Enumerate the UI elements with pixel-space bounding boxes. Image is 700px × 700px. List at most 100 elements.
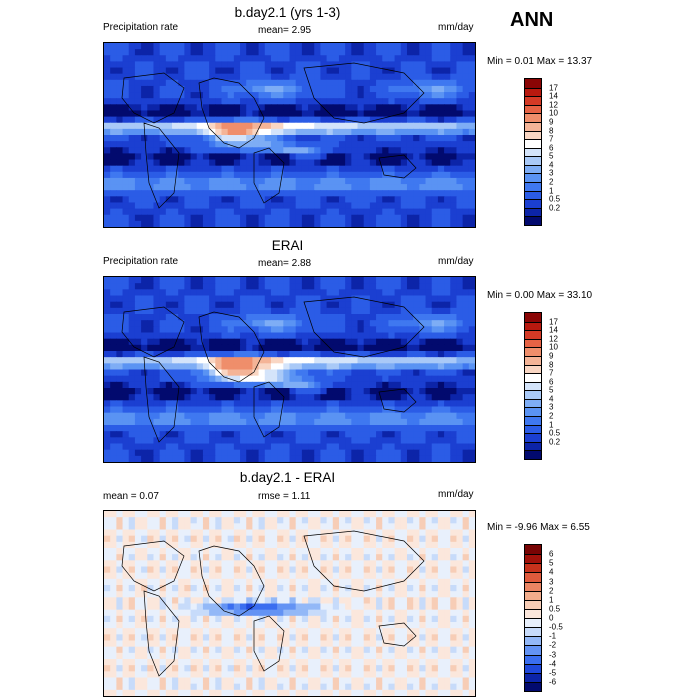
map3-cell (332, 591, 340, 598)
map3-cell (134, 628, 142, 635)
map2-cell (153, 412, 161, 420)
map3-cell (134, 609, 142, 617)
map3-cell (400, 560, 408, 568)
map3-cell (369, 523, 377, 531)
map2-cell (104, 394, 111, 401)
map1-cell (450, 55, 458, 62)
map3-cell (128, 529, 136, 537)
map2-cell (376, 388, 383, 395)
map2-cell (382, 344, 390, 352)
map3-cell (270, 634, 278, 642)
map2-cell (295, 369, 303, 377)
map1-cell (357, 141, 365, 148)
map1-cell (295, 135, 303, 142)
map1-cell (351, 55, 359, 62)
map1-cell (345, 135, 352, 142)
map2-cell (252, 449, 260, 457)
map3-cell (122, 541, 130, 549)
map1-cell (351, 116, 359, 124)
map2-cell (419, 437, 427, 445)
map1-cell (246, 92, 253, 99)
map1-cell (283, 159, 291, 167)
map3-cell (369, 529, 377, 537)
map1-cell (104, 214, 111, 222)
map3-cell (456, 591, 464, 598)
map2-cell (153, 277, 161, 284)
map1-cell (450, 202, 458, 210)
panel-2-units: mm/day (438, 256, 474, 267)
map1-cell (184, 116, 192, 124)
map3-cell (406, 554, 414, 561)
map2-cell (437, 307, 445, 315)
panel-2-colorbar-swatch (525, 364, 541, 374)
map3-cell (345, 578, 352, 586)
map1-cell (233, 220, 241, 227)
map1-cell (376, 208, 383, 216)
map3-cell (104, 578, 111, 586)
map1-cell (425, 214, 433, 222)
map3-cell (283, 640, 291, 648)
map3-cell (277, 622, 284, 629)
map2-cell (196, 418, 204, 426)
map1-cell (165, 208, 173, 216)
map3-cell (376, 615, 383, 623)
map3-cell (357, 578, 365, 586)
map1-cell (172, 122, 179, 130)
map1-cell (462, 159, 470, 167)
map3-cell (338, 517, 346, 524)
map3-cell (104, 535, 111, 543)
map2-cell (128, 277, 136, 284)
map2-cell (246, 338, 253, 346)
map1-cell (308, 202, 315, 210)
map1-cell (363, 147, 371, 154)
map1-cell (215, 67, 223, 75)
map3-cell (153, 591, 161, 598)
map3-cell (308, 585, 315, 592)
map1-cell (388, 220, 396, 227)
map2-cell (444, 357, 451, 364)
map2-cell (128, 406, 136, 414)
map2-cell (141, 301, 148, 309)
map1-cell (141, 98, 148, 105)
map1-cell (153, 147, 161, 154)
map3-cell (147, 578, 155, 586)
map3-cell (351, 578, 359, 586)
map3-cell (437, 560, 445, 568)
map2-cell (301, 449, 309, 457)
map2-cell (184, 375, 192, 383)
map2-cell (326, 351, 334, 358)
map3-cell (172, 622, 179, 629)
map2-cell (165, 283, 173, 290)
map1-cell (363, 73, 371, 81)
map1-cell (270, 55, 278, 62)
map2-cell (221, 344, 229, 352)
map2-cell (165, 301, 173, 309)
map2-cell (258, 388, 266, 395)
map3-cell (425, 634, 433, 642)
map1-cell (122, 202, 130, 210)
map3-cell (382, 517, 390, 524)
map2-cell (240, 406, 247, 414)
map1-cell (141, 110, 148, 118)
map1-cell (252, 184, 260, 191)
map2-cell (122, 388, 130, 395)
map1-cell (400, 220, 408, 227)
map2-cell (190, 314, 198, 321)
map2-cell (215, 295, 223, 303)
map3-cell (246, 529, 253, 537)
map2-cell (450, 400, 458, 408)
map3-cell (320, 517, 328, 524)
map3-cell (437, 622, 445, 629)
map1-cell (110, 43, 117, 50)
map3-cell (406, 566, 414, 574)
map2-coastline (143, 356, 180, 443)
map1-cell (301, 190, 309, 197)
map3-cell (419, 585, 427, 592)
map1-cell (116, 177, 124, 185)
map2-cell (406, 412, 414, 420)
map2-cell (221, 326, 229, 334)
map1-cell (406, 55, 414, 62)
map3-cell (295, 535, 303, 543)
map3-cell (227, 634, 235, 642)
map2-cell (351, 301, 359, 309)
